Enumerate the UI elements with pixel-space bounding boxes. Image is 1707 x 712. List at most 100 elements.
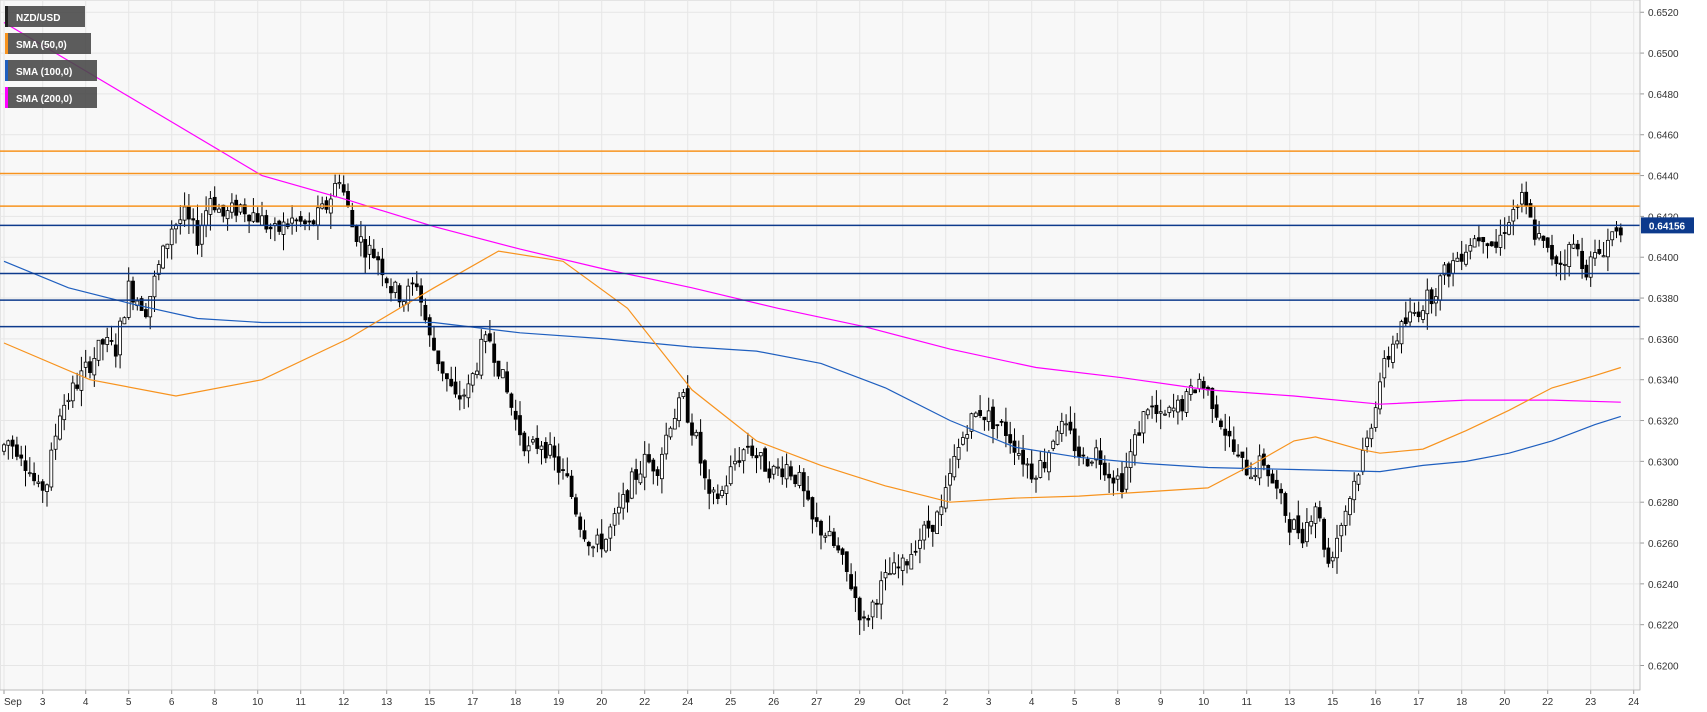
candle-bull	[1016, 453, 1021, 456]
candle-bear	[763, 448, 767, 472]
legend-box[interactable]	[5, 60, 97, 81]
candle-bull	[1051, 440, 1056, 449]
candle-bull	[939, 506, 944, 516]
candle-bull	[6, 440, 11, 446]
plot-area	[0, 0, 1641, 691]
candle-bull	[161, 245, 166, 269]
candle-bull	[1442, 264, 1447, 276]
candle-bear	[354, 225, 359, 242]
y-tick-label: 0.6260	[1648, 539, 1679, 550]
legend-box[interactable]	[5, 87, 97, 108]
x-tick-label: 2	[943, 697, 949, 708]
candle-bull	[1563, 263, 1567, 266]
candle-bear	[371, 248, 376, 259]
candle-bull	[1335, 537, 1339, 559]
candle-bull	[1343, 510, 1348, 526]
candle-bull	[1171, 407, 1176, 412]
y-tick-label: 0.6360	[1648, 335, 1679, 346]
x-tick-label: 6	[169, 697, 175, 708]
x-tick-label: 26	[768, 697, 780, 708]
candle-bear	[131, 280, 135, 303]
candle-bull	[1188, 385, 1193, 395]
y-tick-label: 0.6320	[1648, 417, 1679, 428]
candle-bear	[1270, 473, 1275, 484]
x-tick-label: 9	[1158, 697, 1164, 708]
candle-bull	[1038, 460, 1043, 478]
candle-bear	[221, 204, 226, 217]
candle-bull	[152, 275, 157, 298]
candle-bear	[746, 445, 750, 448]
candle-bear	[1584, 264, 1589, 278]
candle-bull	[1176, 399, 1180, 413]
candle-bear	[1554, 256, 1559, 265]
candle-bear	[324, 200, 329, 210]
candle-bear	[191, 218, 196, 221]
candle-bear	[1558, 262, 1563, 265]
candle-bear	[767, 468, 772, 479]
candle-bear	[376, 256, 381, 261]
candle-bull	[1352, 480, 1357, 501]
candle-bear	[737, 460, 742, 463]
candle-bull	[500, 369, 505, 379]
candle-bear	[1072, 428, 1077, 452]
candle-bear	[1618, 227, 1623, 236]
y-tick-label: 0.6280	[1648, 498, 1679, 509]
candle-bull	[608, 526, 613, 539]
candle-bear	[930, 524, 935, 532]
candle-bear	[436, 350, 441, 365]
candle-bull	[1520, 192, 1524, 205]
candle-bear	[789, 466, 793, 477]
candle-bull	[118, 320, 122, 356]
candle-bull	[784, 464, 789, 480]
x-tick-label: 13	[381, 697, 393, 708]
candle-bear	[1137, 432, 1142, 436]
candle-bear	[905, 561, 909, 566]
candle-bear	[926, 520, 931, 529]
candle-bear	[574, 497, 578, 515]
candle-bull	[621, 494, 626, 509]
candle-bull	[711, 489, 716, 493]
legend-box[interactable]	[5, 33, 91, 54]
x-tick-label: 13	[1284, 697, 1296, 708]
candle-bull	[720, 490, 724, 497]
candle-bull	[642, 453, 647, 478]
candle-bull	[126, 280, 131, 318]
legend-label: SMA (100,0)	[16, 67, 72, 78]
x-tick-label: 17	[467, 697, 479, 708]
candle-bear	[1494, 241, 1498, 248]
x-tick-label: 17	[1413, 697, 1425, 708]
candle-bull	[165, 243, 170, 249]
legend-label: SMA (200,0)	[16, 94, 72, 105]
candle-bear	[1524, 191, 1529, 207]
x-tick-label: 4	[1029, 697, 1035, 708]
candle-bull	[204, 210, 209, 226]
candle-bull	[92, 358, 97, 376]
y-tick-label: 0.6440	[1648, 172, 1679, 183]
candle-bear	[268, 226, 273, 230]
candle-bear	[1528, 203, 1533, 218]
candle-bull	[225, 210, 230, 220]
candle-bear	[1532, 219, 1537, 240]
candle-bull	[1593, 252, 1597, 259]
candle-bear	[1240, 451, 1245, 458]
candle-bear	[832, 531, 836, 546]
candle-bear	[543, 441, 548, 459]
legend-swatch	[5, 6, 8, 27]
candle-bull	[148, 295, 153, 318]
candle-bull	[591, 546, 595, 549]
candle-bull	[1348, 498, 1352, 516]
y-tick-label: 0.6460	[1648, 131, 1679, 142]
candle-bull	[1399, 321, 1404, 345]
candle-bear	[586, 541, 591, 547]
candle-bear	[1296, 515, 1301, 534]
candle-bull	[1094, 447, 1099, 461]
candle-bull	[870, 601, 875, 618]
candle-bear	[1597, 249, 1602, 254]
candle-bear	[1283, 493, 1288, 516]
candle-bull	[1472, 238, 1477, 248]
legend-box[interactable]	[5, 6, 85, 27]
candle-bear	[1231, 439, 1236, 452]
sma-200-line	[3, 21, 1621, 405]
x-tick-label: 27	[811, 697, 823, 708]
